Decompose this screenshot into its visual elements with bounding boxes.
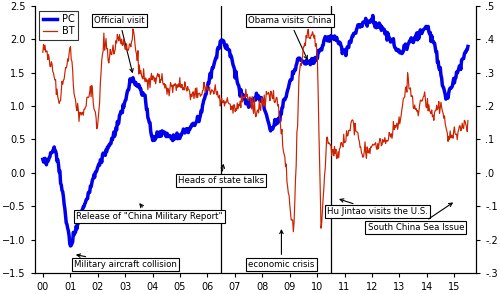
Text: Heads of state talks: Heads of state talks (178, 165, 264, 185)
Text: South China Sea Issue: South China Sea Issue (368, 203, 464, 232)
Legend: PC, BT: PC, BT (40, 11, 78, 40)
Text: Military aircraft collision: Military aircraft collision (74, 254, 176, 269)
Text: Official visit: Official visit (94, 16, 145, 72)
Text: Obama visits China: Obama visits China (248, 16, 332, 59)
Text: Hu Jintao visits the U.S.: Hu Jintao visits the U.S. (327, 199, 428, 216)
Text: economic crisis: economic crisis (248, 230, 314, 269)
Text: Release of "China Military Report": Release of "China Military Report" (76, 204, 223, 221)
